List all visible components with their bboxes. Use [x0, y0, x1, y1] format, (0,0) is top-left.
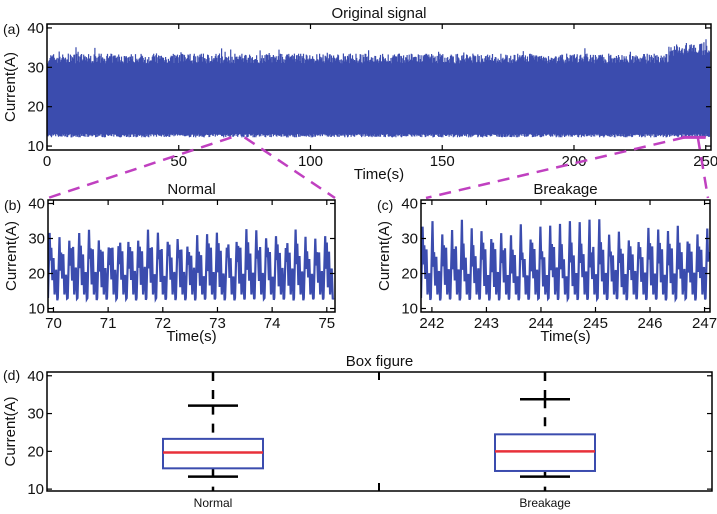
y-tick-label: 30	[401, 231, 418, 248]
zoom-connector	[425, 136, 685, 200]
x-tick-label: 243	[474, 315, 499, 332]
panel-d: 10 20 30 40 Current(A) Box figure (d) Normal Bre…	[2, 353, 713, 510]
y-tick-label: 40	[28, 196, 45, 213]
x-tick-label: 70	[45, 315, 62, 332]
x-tick-label: 244	[528, 315, 553, 332]
x-tick-label: 71	[100, 315, 117, 332]
axes-frame	[46, 23, 712, 151]
x-tick-label: 150	[430, 153, 455, 170]
x-tick-label: 242	[419, 315, 444, 332]
signal-line	[421, 219, 710, 303]
y-tick-label: 30	[27, 59, 44, 76]
panel-label: (c)	[377, 197, 393, 213]
category-label: Normal	[194, 496, 233, 510]
chart-title: Original signal	[331, 5, 426, 22]
y-tick-label: 20	[27, 443, 44, 460]
x-tick-label: 75	[318, 315, 335, 332]
x-axis-label: Time(s)	[354, 166, 404, 183]
signal-line	[48, 229, 335, 303]
y-tick-label: 10	[401, 301, 418, 318]
panel-label: (d)	[3, 367, 20, 383]
zoom-connectors	[47, 136, 710, 200]
y-tick-label: 30	[27, 406, 44, 423]
chart-title: Breakage	[533, 181, 597, 198]
y-tick-label: 20	[401, 266, 418, 283]
zoom-connector	[696, 137, 710, 199]
axes-frame	[46, 371, 713, 492]
x-tick-label: 73	[209, 315, 226, 332]
x-axis-label: Time(s)	[540, 328, 590, 345]
y-axis-label: Current(A)	[2, 52, 19, 122]
axes-frame	[420, 199, 711, 313]
y-tick-label: 10	[27, 481, 44, 498]
signal-line	[47, 39, 711, 138]
y-axis-label: Current(A)	[3, 221, 20, 291]
category-label: Breakage	[519, 496, 571, 510]
panel-c: 10 20 30 40 242 243 244 245 246 247 Time(s) Current…	[376, 181, 717, 345]
x-tick-label: 245	[583, 315, 608, 332]
x-tick-label: 0	[43, 153, 51, 170]
box-iqr	[494, 433, 596, 472]
axes-frame	[47, 199, 336, 313]
x-tick-label: 246	[638, 315, 663, 332]
zoom-connector	[47, 136, 232, 200]
y-tick-label: 10	[27, 138, 44, 155]
panel-label: (a)	[3, 21, 20, 37]
y-axis-label: Current(A)	[2, 396, 19, 466]
panel-b: 10 20 30 40 70 71 72 73 74 75 Time(s) Current(A) Nor…	[3, 181, 336, 345]
y-axis-label: Current(A)	[376, 221, 393, 291]
x-axis-label: Time(s)	[166, 328, 216, 345]
chart-title: Box figure	[346, 353, 414, 370]
x-tick-label: 72	[154, 315, 171, 332]
chart-title: Normal	[167, 181, 215, 198]
x-tick-label: 250	[693, 153, 717, 170]
x-tick-label: 74	[264, 315, 281, 332]
y-tick-label: 40	[401, 196, 418, 213]
y-tick-label: 40	[27, 20, 44, 37]
box-normal: Normal	[162, 372, 264, 510]
y-tick-label: 10	[28, 301, 45, 318]
box-breakage: Breakage	[494, 372, 596, 510]
y-tick-label: 20	[27, 99, 44, 116]
x-tick-label: 247	[692, 315, 717, 332]
zoom-connector	[243, 136, 336, 200]
x-tick-label: 100	[298, 153, 323, 170]
y-tick-label: 20	[28, 266, 45, 283]
panel-label: (b)	[4, 197, 21, 213]
y-tick-label: 40	[27, 368, 44, 385]
y-tick-label: 30	[28, 231, 45, 248]
